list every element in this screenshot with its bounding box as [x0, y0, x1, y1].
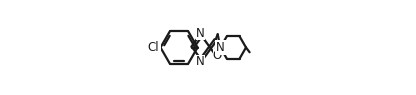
Text: N: N [196, 27, 205, 40]
Text: Cl: Cl [148, 41, 159, 54]
Text: O: O [213, 49, 222, 63]
Text: N: N [216, 41, 225, 54]
Text: N: N [196, 55, 205, 68]
